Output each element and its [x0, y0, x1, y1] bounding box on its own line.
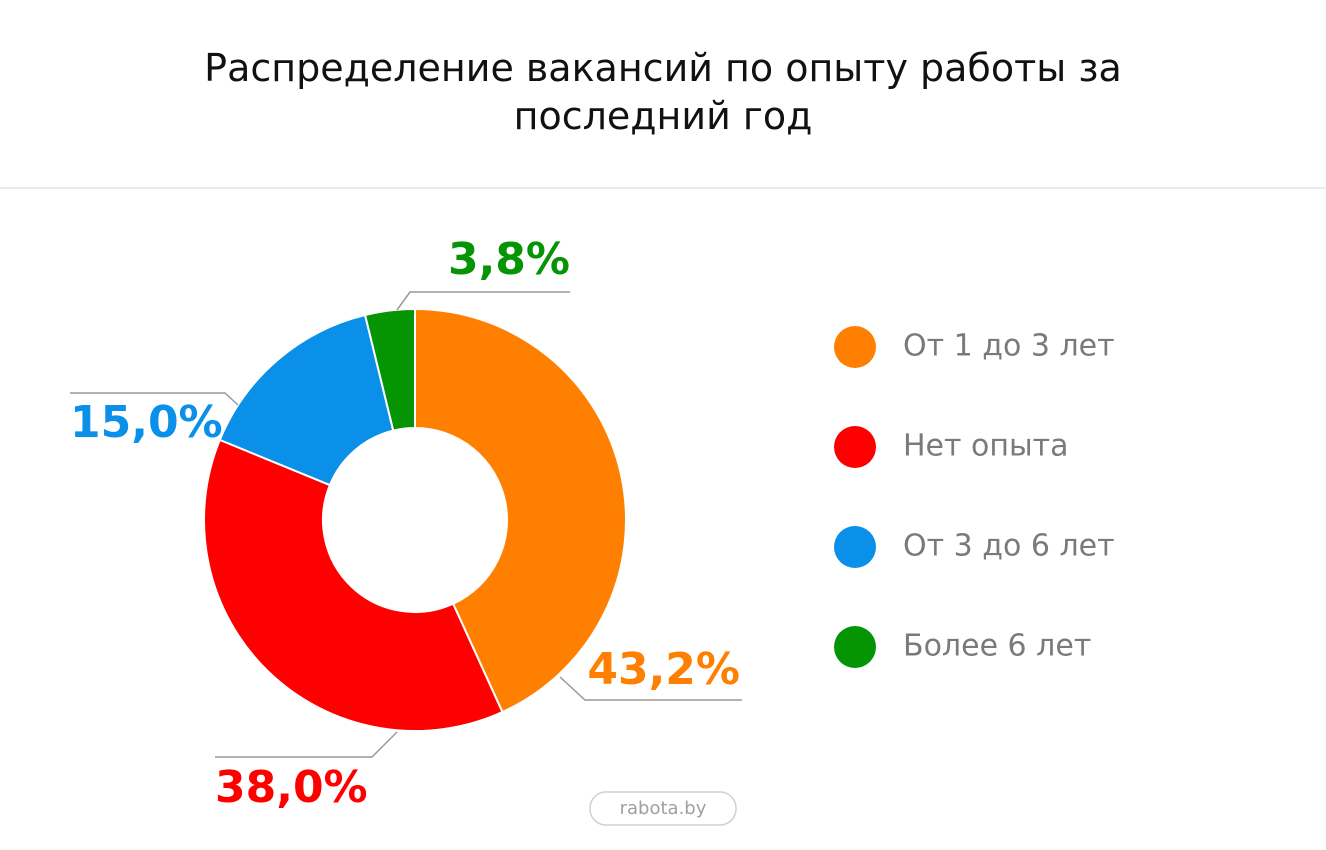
legend-label: От 3 до 6 лет [903, 529, 1115, 564]
donut-slice [414, 307, 627, 714]
watermark-box [589, 791, 737, 826]
legend-label: От 1 до 3 лет [903, 329, 1115, 364]
legend-swatch [834, 326, 876, 368]
watermark: rabota.by [620, 798, 707, 819]
donut-slice [363, 307, 416, 432]
donut-slice [218, 313, 395, 487]
legend-swatch [834, 526, 876, 568]
legend-swatch [834, 426, 876, 468]
donut-slice [203, 438, 504, 732]
data-label: 3,8% [448, 234, 570, 285]
leader-line [559, 676, 742, 701]
chart-title: Распределение вакансий по опыту работы з… [204, 46, 1122, 138]
leader-line [70, 392, 239, 406]
data-label: 38,0% [215, 762, 368, 813]
data-label: 15,0% [70, 397, 223, 448]
data-label: 43,2% [587, 644, 740, 695]
leader-line [215, 731, 398, 758]
legend-label: Более 6 лет [903, 629, 1091, 664]
legend-swatch [834, 626, 876, 668]
legend-label: Нет опыта [903, 429, 1069, 464]
leader-line [396, 291, 570, 311]
